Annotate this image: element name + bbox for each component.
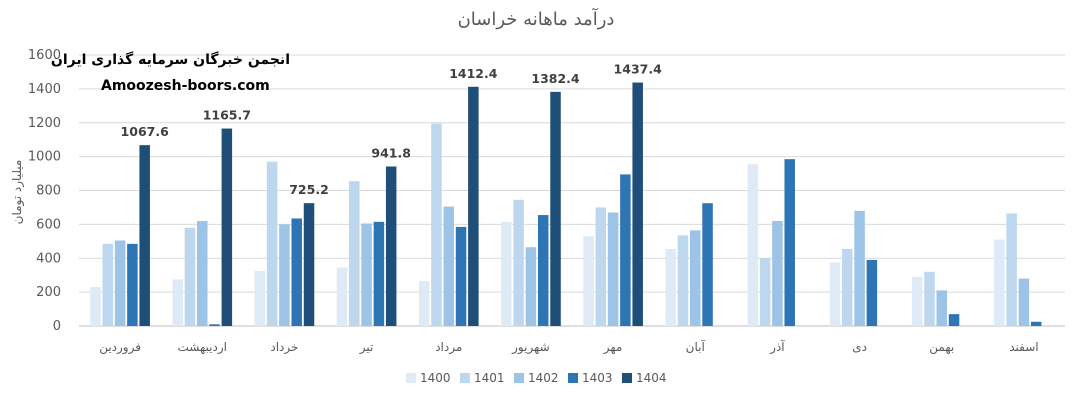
data-label: 1437.4: [614, 62, 663, 77]
legend-label: 1403: [582, 371, 613, 385]
x-tick-label: خرداد: [270, 340, 298, 355]
data-label: 1382.4: [531, 71, 580, 86]
bar-1403-10: [948, 314, 960, 326]
x-tick-label: مرداد: [435, 340, 462, 355]
bar-1402-10: [936, 290, 947, 326]
bar-1402-0: [114, 240, 126, 326]
y-tick-label: 200: [36, 285, 61, 300]
legend-label: 1401: [474, 371, 505, 385]
bar-1403-6: [620, 174, 631, 326]
x-tick-label: بهمن: [929, 340, 954, 355]
bar-1400-7: [665, 248, 676, 326]
bar-1404-1: [221, 128, 233, 326]
bar-1401-8: [759, 258, 771, 326]
bar-1401-11: [1006, 213, 1017, 326]
bar-1400-1: [172, 279, 183, 326]
bar-1403-11: [1030, 321, 1042, 326]
bar-1400-11: [994, 239, 1005, 326]
bar-1400-2: [254, 270, 266, 326]
bar-1404-5: [550, 91, 561, 326]
x-tick-label: اسفند: [1009, 340, 1038, 354]
x-tick-label: آذر: [769, 339, 785, 355]
bar-1400-10: [911, 276, 923, 326]
bar-1400-0: [90, 287, 101, 326]
bar-1404-4: [468, 86, 479, 326]
y-tick-label: 1600: [28, 48, 61, 63]
y-tick-label: 1200: [28, 116, 61, 131]
bar-1402-8: [772, 220, 783, 326]
bar-1403-0: [127, 243, 138, 326]
data-label: 1165.7: [203, 108, 251, 123]
y-tick-label: 0: [53, 319, 61, 334]
bar-1401-5: [513, 199, 524, 326]
bar-1400-6: [583, 236, 594, 326]
bar-1401-0: [102, 243, 114, 326]
data-label: 941.8: [371, 145, 411, 160]
bar-1401-7: [677, 235, 689, 326]
legend-swatch: [406, 373, 416, 383]
bar-1400-8: [747, 164, 759, 326]
bar-1402-2: [279, 224, 290, 326]
bar-1402-5: [525, 247, 537, 326]
bar-1403-2: [291, 218, 302, 326]
bar-1404-3: [385, 166, 397, 326]
bar-1403-8: [784, 159, 795, 326]
y-tick-label: 1400: [28, 82, 61, 97]
x-tick-label: شهریور: [511, 340, 550, 355]
bar-1401-6: [595, 207, 607, 326]
bar-1404-2: [303, 203, 315, 326]
x-tick-label: فروردین: [99, 340, 141, 355]
legend-label: 1402: [528, 371, 559, 385]
x-tick-label: دی: [852, 340, 867, 354]
bar-1403-3: [373, 221, 385, 326]
legend-label: 1404: [636, 371, 667, 385]
bar-1403-7: [702, 203, 713, 326]
bar-1403-9: [866, 259, 878, 326]
x-tick-label: آبان: [686, 339, 706, 354]
y-tick-label: 400: [36, 251, 61, 266]
bar-1404-6: [632, 82, 643, 326]
data-label: 1412.4: [449, 66, 498, 81]
bar-1400-9: [829, 262, 841, 326]
x-tick-label: مهر: [603, 340, 623, 355]
bar-1403-1: [209, 324, 220, 326]
y-tick-label: 800: [36, 184, 61, 199]
bar-1400-4: [418, 281, 430, 326]
bar-1401-4: [431, 123, 442, 326]
data-label: 725.2: [289, 182, 329, 197]
legend-swatch: [622, 373, 632, 383]
bar-1402-1: [197, 220, 208, 326]
legend-swatch: [568, 373, 578, 383]
chart-title: درآمد ماهانه خراسان: [458, 7, 615, 30]
bar-1404-0: [139, 145, 150, 326]
legend-label: 1400: [420, 371, 451, 385]
bar-1401-10: [924, 271, 935, 326]
watermark-site: Amoozesh-boors.com: [101, 78, 270, 94]
bar-1402-4: [443, 206, 454, 326]
bar-1402-6: [607, 212, 619, 326]
bar-1402-9: [854, 210, 865, 326]
x-tick-label: تیر: [359, 340, 374, 355]
legend-swatch: [460, 373, 470, 383]
bar-1401-3: [349, 181, 360, 326]
y-axis-label: میلیارد تومان: [10, 160, 25, 225]
bar-1402-7: [690, 230, 701, 326]
y-tick-label: 600: [36, 217, 61, 232]
bar-1402-11: [1018, 278, 1030, 326]
bar-1400-5: [501, 221, 512, 326]
bar-1401-9: [842, 248, 853, 326]
data-label: 1067.6: [121, 124, 170, 139]
bar-1401-2: [266, 161, 278, 326]
watermark-title: انجمن خبرگان سرمایه گذاری ایران: [50, 52, 290, 68]
y-tick-label: 1000: [28, 150, 61, 165]
x-tick-label: اردیبهشت: [178, 340, 227, 355]
bar-1403-5: [537, 215, 549, 326]
legend-swatch: [514, 373, 524, 383]
bar-1401-1: [184, 227, 196, 326]
bar-1402-3: [361, 223, 372, 326]
bar-1403-4: [455, 226, 467, 326]
bar-1400-3: [336, 267, 348, 326]
